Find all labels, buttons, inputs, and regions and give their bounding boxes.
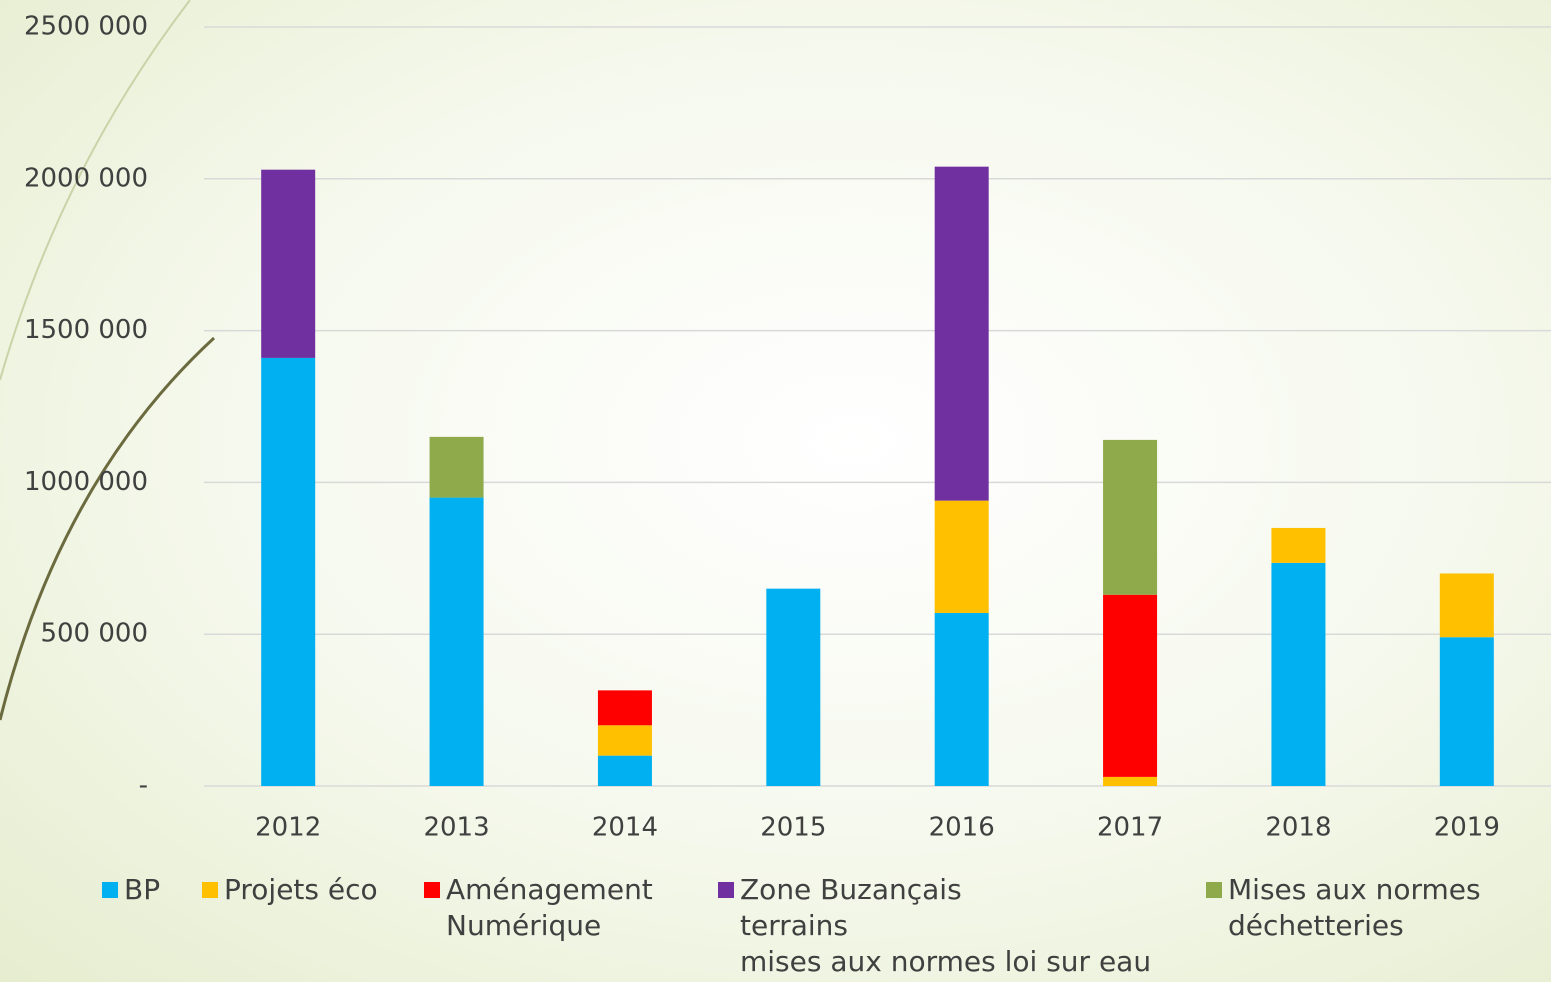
- legend-swatch: [202, 882, 218, 898]
- x-tick-label: 2018: [1265, 813, 1331, 843]
- y-tick-label: 500 000: [40, 619, 148, 649]
- bar-segment: [934, 500, 989, 613]
- legend-label: Zone Buzançais terrains mises aux normes…: [740, 873, 1152, 978]
- bar-segment: [1271, 527, 1326, 563]
- legend-item: Projets éco: [202, 872, 378, 908]
- bar-segment: [597, 755, 652, 786]
- x-tick-label: 2012: [255, 813, 321, 843]
- legend-item: Aménagement Numérique: [424, 872, 653, 944]
- x-tick-label: 2014: [592, 813, 658, 843]
- legend-label: Mises aux normes déchetteries: [1228, 873, 1481, 942]
- bar-segment: [1271, 562, 1326, 786]
- x-tick-label: 2013: [423, 813, 489, 843]
- legend-swatch: [102, 882, 118, 898]
- x-tick-label: 2017: [1097, 813, 1163, 843]
- y-tick-label: 2500 000: [24, 12, 148, 42]
- x-tick-label: 2019: [1434, 813, 1500, 843]
- y-tick-label: -: [139, 771, 148, 801]
- legend-label: Aménagement Numérique: [446, 873, 653, 942]
- y-tick-label: 1500 000: [24, 315, 148, 345]
- x-tick-label: 2016: [929, 813, 995, 843]
- bar-segment: [1439, 573, 1494, 638]
- legend-swatch: [1206, 882, 1222, 898]
- bar-segment: [429, 497, 484, 786]
- bar-segment: [766, 588, 821, 786]
- bar-segment: [261, 169, 316, 358]
- decor-curve: [0, 0, 191, 381]
- legend-swatch: [718, 882, 734, 898]
- y-tick-label: 2000 000: [24, 163, 148, 193]
- bar-segment: [1103, 776, 1158, 786]
- legend-swatch: [424, 882, 440, 898]
- legend-item: Zone Buzançais terrains mises aux normes…: [718, 872, 1152, 980]
- bar-segment: [429, 436, 484, 498]
- bar-segment: [261, 357, 316, 786]
- legend-item: Mises aux normes déchetteries: [1206, 872, 1481, 944]
- y-tick-label: 1000 000: [24, 467, 148, 497]
- bar-segment: [934, 612, 989, 786]
- legend-label: BP: [124, 873, 161, 906]
- bar-segment: [597, 690, 652, 726]
- legend-item: BP: [102, 872, 161, 908]
- bar-segment: [597, 725, 652, 756]
- bar-segment: [1439, 637, 1494, 786]
- decor-curve: [0, 336, 216, 721]
- bar-segment: [1103, 594, 1158, 777]
- x-tick-label: 2015: [760, 813, 826, 843]
- legend-label: Projets éco: [224, 873, 378, 906]
- bar-segment: [934, 166, 989, 501]
- bar-segment: [1103, 439, 1158, 595]
